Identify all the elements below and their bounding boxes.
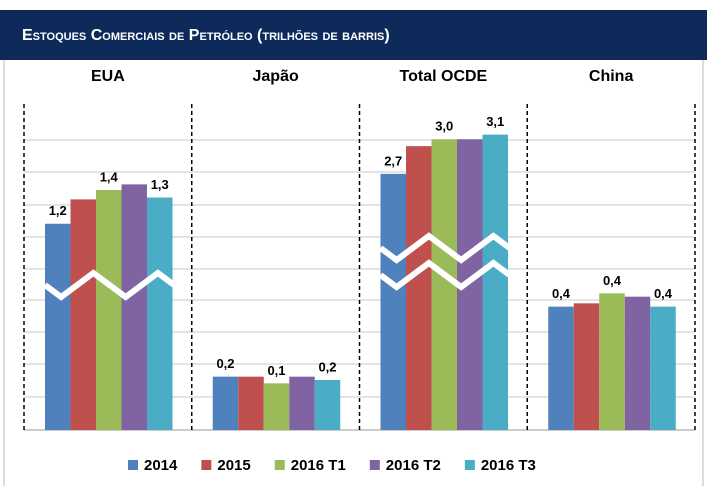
legend-swatch bbox=[464, 460, 475, 470]
bar bbox=[573, 303, 600, 430]
bar bbox=[482, 134, 508, 430]
value-label: 1,3 bbox=[151, 177, 169, 192]
bar bbox=[548, 306, 574, 430]
value-label: 2,7 bbox=[384, 153, 402, 168]
bar bbox=[121, 184, 147, 430]
value-label: 3,0 bbox=[435, 119, 453, 134]
legend-label: 2014 bbox=[144, 457, 178, 474]
panel-title: EUA bbox=[91, 68, 125, 85]
bar bbox=[96, 190, 122, 430]
axis-break bbox=[378, 232, 512, 264]
header-band bbox=[0, 10, 707, 60]
legend-swatch bbox=[274, 460, 285, 470]
value-label: 0,4 bbox=[654, 286, 673, 301]
legend-swatch bbox=[128, 460, 138, 470]
value-label: 1,2 bbox=[49, 203, 67, 218]
value-label: 0,2 bbox=[318, 359, 336, 374]
value-label: 3,1 bbox=[486, 114, 504, 129]
legend-label: 2015 bbox=[217, 457, 250, 474]
legend-label: 2016 T2 bbox=[386, 457, 441, 474]
bar bbox=[599, 293, 625, 430]
value-label: 1,4 bbox=[100, 169, 119, 184]
bar bbox=[212, 376, 239, 430]
legend-label: 2016 T1 bbox=[291, 457, 346, 474]
axis-break bbox=[378, 259, 512, 291]
panel-title: Japão bbox=[253, 68, 299, 85]
bar bbox=[263, 383, 290, 430]
bar bbox=[238, 376, 264, 430]
value-label: 0,1 bbox=[267, 363, 285, 378]
bar bbox=[314, 380, 341, 430]
bar bbox=[406, 146, 432, 430]
legend-swatch bbox=[201, 460, 212, 470]
bar bbox=[45, 223, 71, 430]
panel-title: China bbox=[589, 68, 634, 85]
bar bbox=[650, 306, 676, 430]
legend-label: 2016 T3 bbox=[481, 457, 536, 474]
bar bbox=[431, 139, 457, 430]
panel-title: Total OCDE bbox=[400, 68, 488, 85]
value-label: 0,4 bbox=[603, 273, 622, 288]
bar bbox=[380, 173, 406, 430]
bar bbox=[147, 197, 173, 430]
bar bbox=[624, 296, 651, 430]
bar bbox=[289, 376, 315, 430]
value-label: 0,2 bbox=[216, 356, 234, 371]
bar bbox=[70, 199, 96, 430]
legend-swatch bbox=[369, 460, 380, 470]
chart-title: Estoques Comerciais de Petróleo (trilhõe… bbox=[22, 27, 390, 44]
value-label: 0,4 bbox=[552, 286, 571, 301]
axis-break bbox=[43, 269, 176, 301]
